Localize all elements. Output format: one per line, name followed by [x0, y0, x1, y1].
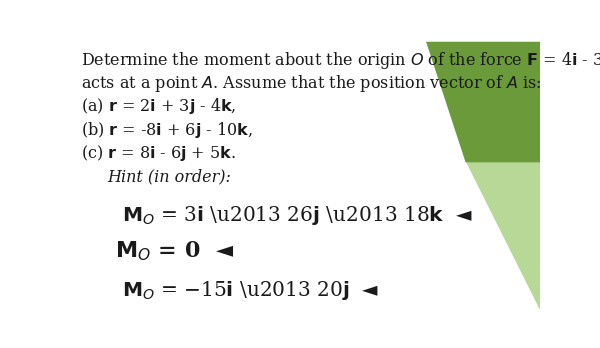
- Text: $\mathbf{M}_{O}$ = $-$15$\mathbf{i}$ \u2013 20$\mathbf{j}$  ◄: $\mathbf{M}_{O}$ = $-$15$\mathbf{i}$ \u2…: [121, 279, 379, 302]
- Polygon shape: [466, 162, 540, 310]
- Text: (a) $\mathbf{r}$ = 2$\mathbf{i}$ + 3$\mathbf{j}$ - 4$\mathbf{k}$,: (a) $\mathbf{r}$ = 2$\mathbf{i}$ + 3$\ma…: [80, 96, 236, 117]
- Text: Determine the moment about the origin $O$ of the force $\mathbf{F}$ = 4$\mathbf{: Determine the moment about the origin $O…: [80, 50, 600, 71]
- Text: $\mathbf{M}_{O}$ = 0  ◄: $\mathbf{M}_{O}$ = 0 ◄: [115, 240, 234, 263]
- Text: Hint (in order):: Hint (in order):: [107, 169, 232, 186]
- Text: acts at a point $A$. Assume that the position vector of $A$ is:: acts at a point $A$. Assume that the pos…: [80, 73, 541, 94]
- Text: (c) $\mathbf{r}$ = 8$\mathbf{i}$ - 6$\mathbf{j}$ + 5$\mathbf{k}$.: (c) $\mathbf{r}$ = 8$\mathbf{i}$ - 6$\ma…: [80, 143, 236, 163]
- Text: $\mathbf{M}_{O}$ = 3$\mathbf{i}$ \u2013 26$\mathbf{j}$ \u2013 18$\mathbf{k}$  ◄: $\mathbf{M}_{O}$ = 3$\mathbf{i}$ \u2013 …: [121, 204, 472, 227]
- Polygon shape: [426, 42, 540, 162]
- Text: (b) $\mathbf{r}$ = -8$\mathbf{i}$ + 6$\mathbf{j}$ - 10$\mathbf{k}$,: (b) $\mathbf{r}$ = -8$\mathbf{i}$ + 6$\m…: [80, 120, 252, 140]
- Polygon shape: [426, 42, 540, 171]
